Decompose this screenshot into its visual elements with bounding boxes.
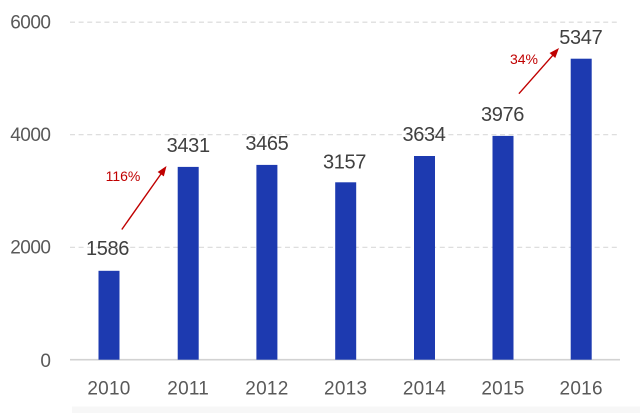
svg-text:2016: 2016	[560, 379, 603, 400]
svg-text:1586: 1586	[86, 238, 129, 260]
svg-text:3431: 3431	[167, 135, 210, 157]
svg-text:2013: 2013	[324, 379, 367, 400]
svg-text:34%: 34%	[510, 51, 538, 67]
svg-text:0: 0	[40, 351, 50, 372]
svg-text:2015: 2015	[481, 379, 524, 400]
svg-text:2012: 2012	[245, 379, 288, 400]
svg-text:3634: 3634	[402, 124, 445, 146]
svg-text:6000: 6000	[10, 13, 50, 34]
svg-text:2011: 2011	[167, 379, 209, 400]
svg-text:3157: 3157	[323, 152, 366, 174]
svg-text:2000: 2000	[10, 238, 50, 259]
svg-text:5347: 5347	[559, 27, 602, 49]
svg-text:3976: 3976	[481, 104, 524, 126]
svg-text:3465: 3465	[245, 133, 288, 155]
svg-text:2010: 2010	[87, 379, 130, 400]
svg-text:4000: 4000	[10, 125, 50, 146]
svg-text:116%: 116%	[106, 168, 141, 184]
svg-text:2014: 2014	[403, 379, 446, 400]
